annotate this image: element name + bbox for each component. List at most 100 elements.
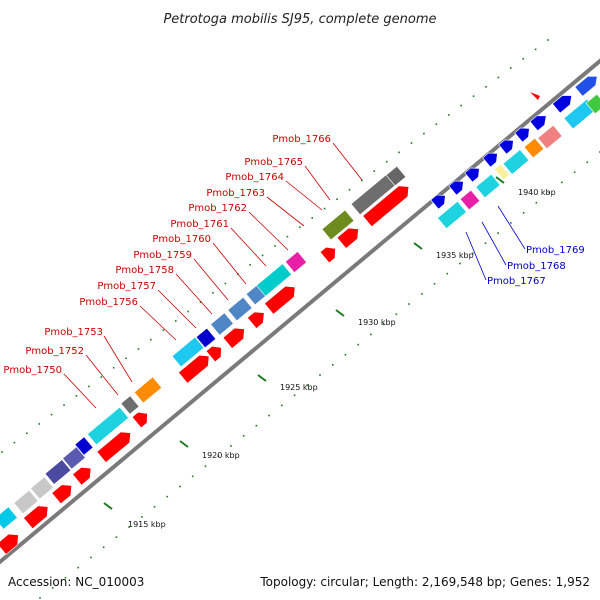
gene-label[interactable]: Pmob_1767 <box>487 276 546 287</box>
dot-lower-1 <box>51 587 54 589</box>
dot-lower-43 <box>586 161 589 163</box>
dot-upper-33 <box>410 142 413 144</box>
gene-block-lower-9 <box>246 311 265 329</box>
dot-upper-35 <box>435 123 438 126</box>
gene-label[interactable]: Pmob_1752 <box>25 346 84 357</box>
dot-lower-9 <box>153 505 156 508</box>
gene-block-upper-9 <box>171 336 205 368</box>
dot-lower-36 <box>497 232 499 234</box>
dot-upper-1 <box>13 441 16 444</box>
dot-upper-0 <box>1 451 3 453</box>
gene-label[interactable]: Pmob_1761 <box>170 219 229 230</box>
gene-block-upper-2 <box>30 476 54 500</box>
gene-block-lower-5 <box>131 411 148 429</box>
gene-labels: Pmob_1750 Pmob_1752 Pmob_1753 Pmob_1756 Pmob… <box>3 134 584 376</box>
dot-lower-5 <box>102 546 105 549</box>
dot-upper-16 <box>199 301 202 303</box>
gene-block-lower-0 <box>0 533 19 555</box>
gene-block-upper-right-5 <box>514 127 530 143</box>
dot-lower-20 <box>293 394 296 397</box>
gene-label[interactable]: Pmob_1760 <box>152 234 211 245</box>
dot-lower-30 <box>421 293 423 295</box>
gene-label[interactable]: Pmob_1756 <box>79 297 138 308</box>
gene-block-upper-right-7 <box>552 95 573 114</box>
gene-label[interactable]: Pmob_1766 <box>272 134 331 145</box>
gene-block-lower-4 <box>96 431 131 463</box>
gene-block-upper-16 <box>321 209 355 241</box>
gene-label[interactable]: Pmob_1753 <box>44 327 103 338</box>
dot-lower-10 <box>166 495 169 498</box>
dot-lower-18 <box>268 414 270 417</box>
dot-upper-44 <box>547 39 549 41</box>
gene-block-lower-3 <box>72 467 92 486</box>
gene-block-upper-3 <box>44 459 72 485</box>
dot-lower-17 <box>255 424 258 427</box>
scale-dots <box>1 39 600 599</box>
gene-block-upper-7 <box>120 395 140 415</box>
gene-label[interactable]: Pmob_1759 <box>133 250 192 261</box>
dot-lower-8 <box>141 516 143 518</box>
dot-upper-41 <box>509 67 512 69</box>
gene-block-upper-right-4 <box>498 139 514 155</box>
label-leader-line <box>266 196 305 227</box>
dot-lower-15 <box>230 445 232 447</box>
dot-upper-10 <box>125 357 127 360</box>
dot-upper-36 <box>447 114 450 116</box>
dot-lower-39 <box>535 201 538 204</box>
dot-upper-37 <box>460 104 462 107</box>
dot-upper-24 <box>299 226 301 229</box>
dot-upper-3 <box>38 423 41 425</box>
gene-block-lower-13 <box>362 185 410 228</box>
dot-upper-30 <box>373 170 376 172</box>
gene-label[interactable]: Pmob_1757 <box>97 281 156 292</box>
genome-backbone-lower <box>0 58 600 565</box>
gene-block-upper-12 <box>227 296 253 322</box>
dot-upper-14 <box>174 320 177 322</box>
scale-tick-2 <box>257 374 267 382</box>
gene-label[interactable]: Pmob_1768 <box>507 261 566 272</box>
dot-lower-21 <box>306 384 309 386</box>
dot-lower-32 <box>446 272 449 275</box>
label-leader-line <box>157 289 197 329</box>
gene-block-upper-right-2 <box>464 167 480 183</box>
dot-upper-21 <box>261 254 264 257</box>
accession-text: Accession: NC_010003 <box>8 575 144 589</box>
gene-block-lower-2 <box>51 484 73 505</box>
label-leader-line <box>481 221 507 266</box>
gene-label[interactable]: Pmob_1758 <box>115 265 174 276</box>
dot-lower-37 <box>510 222 512 224</box>
dot-lower-0 <box>39 597 41 599</box>
label-leader-line <box>304 165 331 201</box>
label-leader-line <box>175 273 213 315</box>
gene-label[interactable]: Pmob_1765 <box>244 157 303 168</box>
gene-block-upper-10 <box>195 327 217 349</box>
gene-block-upper-8 <box>133 376 163 404</box>
gene-label[interactable]: Pmob_1764 <box>225 172 284 183</box>
gene-block-lower-8 <box>222 327 245 349</box>
gene-block-lower-10 <box>264 285 296 315</box>
dot-lower-35 <box>484 242 487 245</box>
label-leader-line <box>332 142 363 181</box>
dot-upper-32 <box>398 151 400 154</box>
gene-block-upper-4 <box>62 446 86 470</box>
gene-block-upper-18 <box>385 165 407 187</box>
gene-block-lower-right-8 <box>585 93 600 115</box>
dot-lower-33 <box>459 262 461 265</box>
genome-summary-text: Topology: circular; Length: 2,169,548 bp… <box>259 575 590 589</box>
gene-label[interactable]: Pmob_1762 <box>188 203 247 214</box>
dot-upper-22 <box>274 245 276 247</box>
gene-label[interactable]: Pmob_1750 <box>3 365 62 376</box>
gene-block-upper-right-8 <box>574 75 598 97</box>
dot-lower-27 <box>382 323 385 326</box>
dot-upper-2 <box>26 432 28 435</box>
gene-label[interactable]: Pmob_1769 <box>526 245 585 256</box>
scale-tick-label: 1930 kbp <box>358 318 396 327</box>
gene-label[interactable]: Pmob_1763 <box>206 188 265 199</box>
dot-lower-7 <box>128 526 130 528</box>
dot-lower-42 <box>573 171 576 174</box>
dot-upper-20 <box>249 263 251 266</box>
gene-block-upper-1 <box>13 489 39 515</box>
gene-block-upper-right-3 <box>482 152 498 168</box>
dot-lower-6 <box>115 536 118 538</box>
